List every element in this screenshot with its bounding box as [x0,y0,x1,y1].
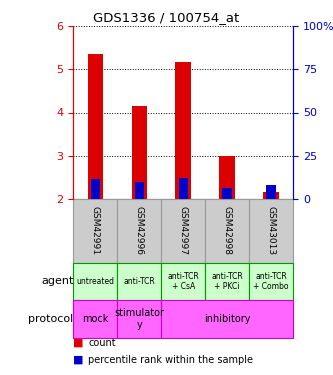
Text: anti-TCR: anti-TCR [123,277,155,286]
Text: agent: agent [41,276,73,286]
Bar [117,300,161,338]
Bar [135,182,144,199]
Text: anti-TCR
+ PKCi: anti-TCR + PKCi [211,272,243,291]
Text: GSM42998: GSM42998 [222,206,232,255]
Text: inhibitory: inhibitory [204,314,250,324]
Text: anti-TCR
+ Combo: anti-TCR + Combo [253,272,289,291]
Bar [263,192,279,199]
Bar [161,199,205,262]
Bar [117,199,161,262]
Bar [249,199,293,262]
Bar [205,199,249,262]
Bar [132,106,147,199]
Text: protocol: protocol [28,314,73,324]
Bar [73,199,117,262]
Text: GSM42996: GSM42996 [135,206,144,255]
Text: percentile rank within the sample: percentile rank within the sample [88,355,253,365]
Text: GSM42991: GSM42991 [91,206,100,255]
Text: GSM42997: GSM42997 [178,206,188,255]
Bar [161,262,205,300]
Bar [249,262,293,300]
Bar [219,156,235,199]
Text: mock: mock [82,314,109,324]
Text: untreated: untreated [76,277,114,286]
Bar [88,54,103,199]
Bar [117,262,161,300]
Text: GSM43013: GSM43013 [266,206,276,255]
Bar [178,178,188,199]
Text: stimulator
y: stimulator y [114,308,164,330]
Bar [161,300,293,338]
Text: ■: ■ [73,338,84,348]
Bar [205,262,249,300]
Bar [91,179,100,199]
Bar [266,185,276,199]
Text: ■: ■ [73,355,84,365]
Bar [73,262,117,300]
Bar [73,300,117,338]
Text: anti-TCR
+ CsA: anti-TCR + CsA [167,272,199,291]
Bar [222,188,232,199]
Text: GDS1336 / 100754_at: GDS1336 / 100754_at [93,11,240,24]
Text: count: count [88,338,116,348]
Bar [175,62,191,199]
